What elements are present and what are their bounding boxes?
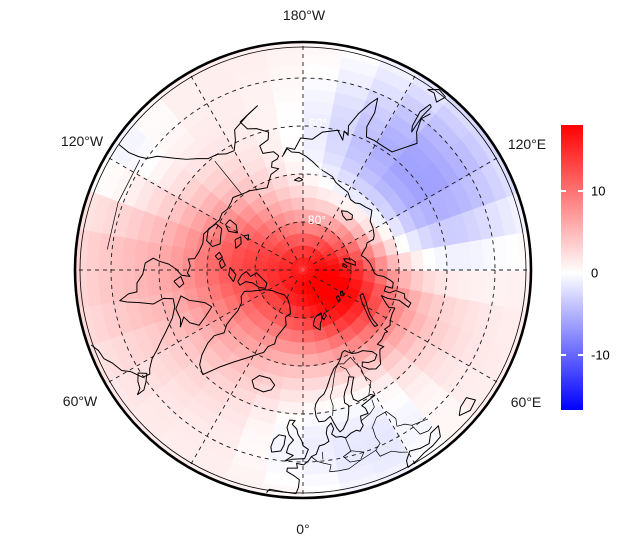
colorbar-tick-mark: [578, 189, 583, 192]
colorbar-tick-mark: [578, 354, 583, 357]
colorbar-tick-mark: [561, 189, 566, 192]
meridian-label: 60°E: [510, 394, 542, 410]
colorbar-tick-label: 10: [591, 183, 606, 199]
meridian-label: 180°W: [282, 7, 326, 23]
colorbar-tick-mark: [561, 271, 566, 274]
colorbar-tick-mark: [561, 354, 566, 357]
meridian-label: 60°W: [62, 393, 98, 409]
latitude-label: 50°: [308, 62, 328, 76]
colorbar-tick-mark: [578, 271, 583, 274]
meridian-label: 0°: [296, 521, 310, 537]
colorbar-tick-label: -10: [591, 347, 610, 363]
colorbar: [561, 125, 583, 410]
colorbar-tick-label: 0: [591, 265, 599, 281]
latitude-label: 60°: [308, 116, 328, 130]
colorbar-gradient: [561, 125, 583, 410]
latitude-label: 70°: [308, 165, 328, 179]
latitude-label: 80°: [307, 213, 327, 227]
meridian-label: 120°E: [507, 136, 547, 152]
meridian-label: 120°W: [60, 133, 104, 149]
